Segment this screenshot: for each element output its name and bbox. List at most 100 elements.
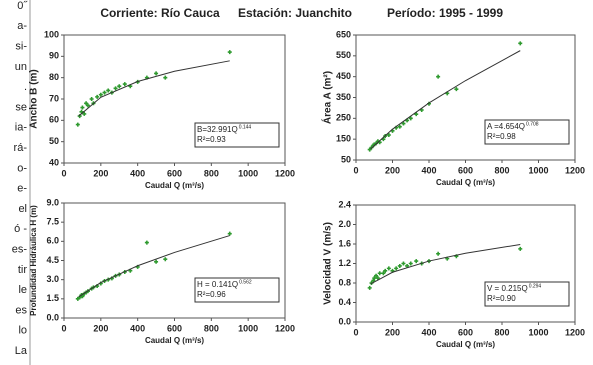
data-point xyxy=(436,251,441,256)
y-tick-label: 0.8 xyxy=(338,277,351,287)
equation-box xyxy=(484,281,570,307)
data-point xyxy=(163,75,168,80)
side-text: lo xyxy=(18,325,27,337)
equation: A =4.654Q xyxy=(487,122,525,131)
y-tick-label: 60 xyxy=(49,115,59,125)
side-text: es xyxy=(15,304,27,316)
data-point xyxy=(113,86,118,91)
y-tick-label: 0.4 xyxy=(338,297,351,307)
y-tick-label: 350 xyxy=(336,92,351,102)
y-tick-label: 9.0 xyxy=(46,197,59,207)
side-text: 0˝ xyxy=(17,0,28,12)
y-tick-label: 1.5 xyxy=(46,293,59,303)
y-tick-label: 80 xyxy=(49,72,59,82)
trendline xyxy=(370,50,521,150)
side-text: a- xyxy=(17,20,27,32)
y-tick-label: 450 xyxy=(336,71,351,81)
x-tick-label: 800 xyxy=(494,327,509,337)
data-point xyxy=(375,276,380,281)
data-point xyxy=(372,276,377,281)
side-text: le xyxy=(18,284,27,296)
x-tick-label: 0 xyxy=(61,168,66,178)
x-tick-label: 400 xyxy=(130,323,145,333)
y-axis-label: Área A (m²) xyxy=(321,71,334,124)
y-tick-label: 1.2 xyxy=(338,258,351,268)
data-point xyxy=(371,278,376,283)
r-squared: R²=0.93 xyxy=(197,135,226,144)
side-text: o- xyxy=(17,162,27,174)
y-tick-label: 4.5 xyxy=(46,255,59,265)
data-point xyxy=(154,71,159,76)
side-text: rá- xyxy=(14,142,28,154)
header-river: Corriente: Río Cauca xyxy=(100,6,220,20)
y-tick-label: 50 xyxy=(341,154,351,164)
y-tick-label: 100 xyxy=(44,29,59,39)
data-point xyxy=(102,90,107,95)
y-tick-label: 40 xyxy=(49,157,59,167)
x-tick-label: 400 xyxy=(421,327,436,337)
y-tick-label: 2.0 xyxy=(338,219,351,229)
r-squared: R²=0.98 xyxy=(487,132,516,141)
data-point xyxy=(401,261,406,266)
equation-exponent: 0.294 xyxy=(529,283,542,289)
data-point xyxy=(122,82,127,87)
y-tick-label: 70 xyxy=(49,93,59,103)
x-tick-label: 1200 xyxy=(565,165,585,175)
data-point xyxy=(518,41,523,46)
x-tick-label: 1000 xyxy=(528,165,548,175)
equation-exponent: 0.562 xyxy=(239,279,252,285)
data-point xyxy=(82,111,87,116)
x-tick-label: 400 xyxy=(421,165,436,175)
x-tick-label: 800 xyxy=(204,323,219,333)
data-point xyxy=(367,285,372,290)
data-point xyxy=(394,266,399,271)
y-axis-label: Profundidad Hidráulica H (m) xyxy=(29,205,38,316)
x-tick-label: 0 xyxy=(353,165,358,175)
trendline xyxy=(78,60,230,117)
data-point xyxy=(414,259,419,264)
side-text: un xyxy=(15,61,27,73)
r-squared: R²=0.90 xyxy=(487,294,516,303)
equation-exponent: 0.144 xyxy=(239,124,252,130)
y-tick-label: 1.6 xyxy=(338,238,351,248)
data-point xyxy=(383,268,388,273)
x-tick-label: 200 xyxy=(385,165,400,175)
y-tick-label: 150 xyxy=(336,134,351,144)
x-tick-label: 600 xyxy=(167,323,182,333)
data-point xyxy=(401,121,406,126)
x-tick-label: 600 xyxy=(458,165,473,175)
header-period: Período: 1995 - 1999 xyxy=(387,6,503,20)
data-point xyxy=(95,94,100,99)
x-tick-label: 1200 xyxy=(275,323,295,333)
side-text: ó - xyxy=(14,223,27,235)
data-point xyxy=(381,271,386,276)
data-point xyxy=(377,271,382,276)
x-tick-label: 400 xyxy=(130,168,145,178)
equation: B=32.991Q xyxy=(197,125,238,134)
side-text: si- xyxy=(15,41,27,53)
x-tick-label: 1200 xyxy=(565,327,585,337)
data-point xyxy=(154,259,159,264)
y-tick-label: 0.0 xyxy=(46,312,59,322)
x-tick-label: 600 xyxy=(458,327,473,337)
y-tick-label: 250 xyxy=(336,113,351,123)
x-tick-label: 0 xyxy=(353,327,358,337)
x-tick-label: 1200 xyxy=(275,168,295,178)
data-point xyxy=(227,231,232,236)
data-point xyxy=(106,88,111,93)
equation-box xyxy=(194,277,280,303)
x-tick-label: 800 xyxy=(204,168,219,178)
data-point xyxy=(227,50,232,55)
y-tick-label: 7.5 xyxy=(46,217,59,227)
data-point xyxy=(397,124,402,129)
x-axis-label: Caudal Q (m³/s) xyxy=(436,340,495,349)
equation: H = 0.141Q xyxy=(197,280,238,289)
y-tick-label: 50 xyxy=(49,136,59,146)
x-tick-label: 1000 xyxy=(238,168,258,178)
side-text: el xyxy=(18,203,27,215)
x-axis-label: Caudal Q (m³/s) xyxy=(145,336,204,345)
x-tick-label: 600 xyxy=(167,168,182,178)
x-tick-label: 0 xyxy=(61,323,66,333)
